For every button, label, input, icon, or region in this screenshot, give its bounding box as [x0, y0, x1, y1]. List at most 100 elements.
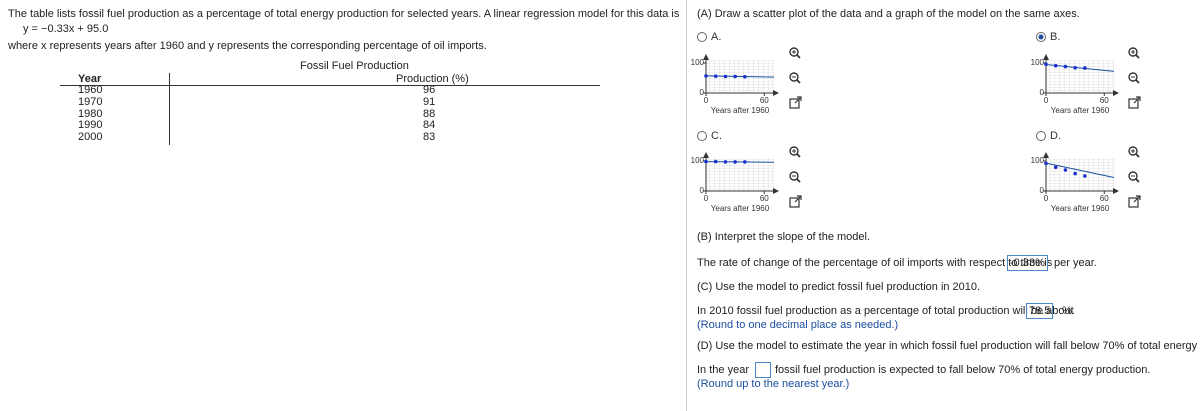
option-label[interactable]: D. — [1050, 130, 1061, 142]
zoom-in[interactable] — [1128, 47, 1140, 59]
data-point — [1053, 63, 1058, 68]
y-tick-label: 100 — [691, 156, 705, 165]
radio[interactable] — [697, 32, 707, 42]
note: (Round up to the nearest year.) — [697, 378, 850, 390]
x-axis-label: Years after 1960 — [1051, 106, 1110, 115]
radio-dot[interactable] — [1038, 34, 1044, 40]
y-tick-label: 0 — [1040, 88, 1045, 97]
icon-part[interactable] — [796, 54, 801, 59]
icon-part[interactable] — [792, 149, 796, 153]
x-tick-label: 60 — [760, 194, 769, 203]
intro: The table lists fossil fuel production a… — [8, 8, 680, 20]
icon-part[interactable] — [789, 98, 800, 109]
popout[interactable] — [1128, 195, 1141, 208]
data-point — [723, 74, 728, 79]
icon-part[interactable] — [1128, 171, 1138, 181]
y-tick-label: 0 — [700, 88, 705, 97]
icon-part[interactable] — [1135, 79, 1140, 84]
option-label[interactable]: B. — [1050, 31, 1060, 43]
icon-part[interactable] — [792, 50, 796, 54]
x-tick-label: 60 — [1100, 96, 1109, 105]
sentence: fossil fuel production is expected to fa… — [775, 364, 1151, 376]
radio[interactable] — [1036, 131, 1046, 141]
icon-part[interactable] — [796, 178, 801, 183]
icon-part[interactable] — [789, 146, 799, 156]
icon-part[interactable] — [1128, 146, 1138, 156]
data-point — [1063, 168, 1068, 172]
table-cell: 88 — [423, 107, 436, 120]
zoom-in[interactable] — [1128, 146, 1140, 158]
icon-part[interactable] — [1131, 50, 1135, 54]
icon-part[interactable] — [796, 153, 801, 158]
icon-part[interactable] — [794, 195, 802, 203]
popout[interactable] — [1128, 96, 1141, 109]
data-point — [704, 159, 708, 164]
model: y = −0.33x + 95.0 — [23, 23, 109, 35]
prompt: (B) Interpret the slope of the model. — [697, 231, 871, 243]
data-point — [1073, 171, 1077, 176]
definition: where x represents years after 1960 and … — [8, 40, 487, 52]
panel-divider — [686, 0, 687, 411]
data-point — [1044, 161, 1048, 166]
data-point — [723, 160, 728, 164]
y-tick-label: 100 — [1031, 58, 1045, 67]
data-point — [1083, 66, 1087, 70]
zoom-out[interactable] — [789, 72, 801, 84]
icon-part[interactable] — [1133, 96, 1141, 104]
icon-part[interactable] — [1128, 72, 1138, 82]
x-tick-label: 0 — [704, 96, 709, 105]
zoom-out[interactable] — [1128, 171, 1140, 183]
y-tick-label: 0 — [700, 186, 705, 195]
x-tick-label: 60 — [1100, 194, 1109, 203]
data-point — [1053, 165, 1058, 170]
data-point — [1063, 64, 1068, 69]
table-cell: 91 — [423, 95, 436, 108]
table-cell: 1980 — [78, 107, 103, 120]
sentence: The rate of change of the percentage of … — [697, 257, 1053, 269]
icon-part[interactable] — [794, 96, 802, 104]
prompt: (C) Use the model to predict fossil fuel… — [697, 281, 981, 293]
icon-part[interactable] — [1133, 195, 1141, 203]
option-label[interactable]: C. — [711, 130, 722, 142]
table-divider — [169, 73, 170, 145]
icon-part[interactable] — [789, 72, 799, 82]
data-point — [713, 159, 718, 164]
icon-part[interactable] — [789, 171, 799, 181]
popout[interactable] — [789, 195, 802, 208]
icon-part[interactable] — [1135, 153, 1140, 158]
option-label[interactable]: A. — [711, 31, 721, 43]
x-axis-label: Years after 1960 — [711, 106, 770, 115]
table-cell: 83 — [423, 131, 436, 144]
data-point — [704, 74, 708, 78]
table-header: Year — [78, 73, 102, 85]
table-caption: Fossil Fuel Production — [300, 60, 409, 72]
icon-part[interactable] — [796, 79, 801, 84]
icon-part[interactable] — [1128, 197, 1139, 208]
data-point — [743, 75, 747, 79]
zoom-in[interactable] — [789, 146, 801, 158]
popout[interactable] — [789, 96, 802, 109]
sentence: In 2010 fossil fuel production as a perc… — [697, 305, 1074, 317]
icon-part[interactable] — [1135, 54, 1140, 59]
icon-part[interactable] — [789, 47, 799, 57]
zoom-out[interactable] — [1128, 72, 1140, 84]
icon-part[interactable] — [789, 197, 800, 208]
icon-part[interactable] — [1135, 178, 1140, 183]
icon-part[interactable] — [1128, 98, 1139, 109]
answer-box[interactable]: 78.5 — [1026, 303, 1054, 319]
data-point — [743, 160, 747, 164]
icon-part[interactable] — [1128, 47, 1138, 57]
data-point — [733, 74, 737, 79]
table-cell: 1970 — [78, 95, 103, 108]
zoom-out[interactable] — [789, 171, 801, 183]
radio[interactable] — [697, 131, 707, 141]
answer-box[interactable] — [755, 362, 771, 378]
sentence: per year. — [1054, 257, 1097, 269]
sentence: In the year — [697, 364, 749, 376]
table-cell: 1990 — [78, 119, 103, 132]
zoom-in[interactable] — [789, 47, 801, 59]
answer-box[interactable]: -0.33% — [1007, 255, 1048, 271]
icon-part[interactable] — [1131, 149, 1135, 153]
